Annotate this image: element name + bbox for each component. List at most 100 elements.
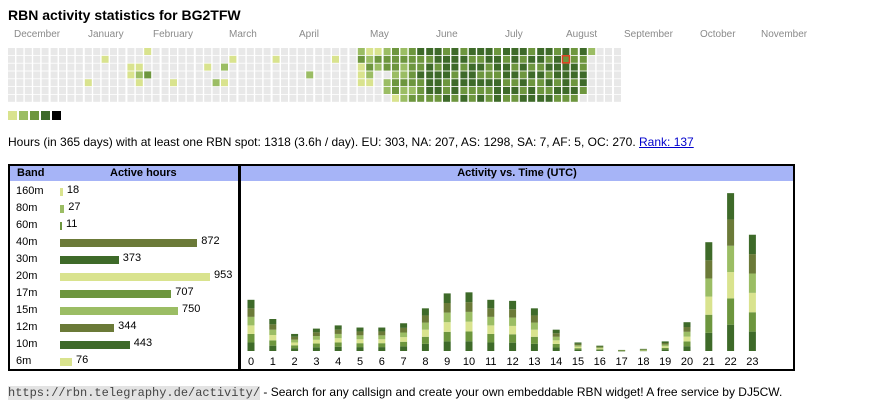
heatmap-cell xyxy=(93,79,101,87)
heatmap-cell xyxy=(349,55,357,63)
hour-tick-label: 1 xyxy=(270,356,276,368)
activity-bar xyxy=(574,345,582,347)
band-bar xyxy=(60,290,172,298)
activity-bar xyxy=(443,341,451,351)
heatmap-cell xyxy=(323,71,331,79)
heatmap-cell xyxy=(614,94,621,102)
activity-bar xyxy=(705,296,713,315)
heatmap-cell xyxy=(281,48,288,55)
heatmap-cell xyxy=(434,87,442,94)
band-hours: 953 xyxy=(214,269,233,281)
heatmap-cell xyxy=(170,79,177,87)
heatmap-cell xyxy=(537,71,545,79)
heatmap-cell xyxy=(494,71,501,79)
heatmap-cell xyxy=(281,71,288,79)
activity-bar xyxy=(378,347,386,351)
heatmap-cell xyxy=(605,71,612,79)
heatmap-cell xyxy=(50,71,58,79)
activity-bar xyxy=(705,260,713,279)
heatmap-cell xyxy=(494,48,501,55)
heatmap-cell xyxy=(297,71,305,79)
heatmap-cell xyxy=(186,79,194,87)
summary-text: Hours (in 365 days) with at least one RB… xyxy=(8,135,636,149)
heatmap-cell xyxy=(178,94,186,102)
activity-bar xyxy=(269,345,277,351)
heatmap-cell xyxy=(537,94,545,102)
heatmap-cell xyxy=(93,55,101,63)
heatmap-cell xyxy=(562,87,570,94)
heatmap-cell xyxy=(289,48,297,55)
heatmap-cell xyxy=(144,55,152,63)
heatmap-cell xyxy=(340,79,348,87)
heatmap-cell xyxy=(67,55,75,63)
heatmap-cell xyxy=(537,55,545,63)
heatmap-cell xyxy=(570,63,578,71)
activity-bar xyxy=(291,348,299,351)
heatmap-cell xyxy=(204,79,212,87)
band-bar xyxy=(60,188,63,196)
heatmap-cell xyxy=(281,94,288,102)
heatmap-cell xyxy=(562,79,570,87)
heatmap-cell xyxy=(170,71,177,79)
heatmap-cell xyxy=(204,48,212,55)
hour-tick-label: 17 xyxy=(615,356,627,368)
heatmap-cell xyxy=(417,63,425,71)
activity-bar xyxy=(509,325,517,335)
heatmap-cell xyxy=(443,71,450,79)
activity-bar xyxy=(334,329,342,334)
footer-url[interactable]: https://rbn.telegraphy.de/activity/ xyxy=(8,386,261,400)
heatmap-cell xyxy=(101,87,109,94)
heatmap-cell xyxy=(238,71,246,79)
heatmap-cell xyxy=(596,55,604,63)
activity-bar xyxy=(530,322,538,330)
heatmap-cell xyxy=(511,71,519,79)
heatmap-cell xyxy=(135,94,143,102)
heatmap-cell xyxy=(426,87,434,94)
heatmap-cell xyxy=(272,87,280,94)
heatmap-cell xyxy=(246,94,254,102)
heatmap-cell xyxy=(127,55,135,63)
band-name: 10m xyxy=(16,338,38,350)
activity-bar xyxy=(269,329,277,335)
activity-bar xyxy=(639,350,647,351)
activity-bar xyxy=(378,339,386,344)
heatmap-cell xyxy=(8,87,15,94)
heatmap-cell xyxy=(579,79,587,87)
heatmap-cell xyxy=(519,79,527,87)
activity-bar xyxy=(618,349,626,351)
band-name: 160m xyxy=(16,185,44,197)
heatmap-cell xyxy=(614,55,621,63)
band-row: 20m 953 xyxy=(10,268,238,285)
heatmap-cell xyxy=(443,79,450,87)
activity-heatmap xyxy=(8,48,621,102)
heatmap-cell xyxy=(93,48,101,55)
activity-bar xyxy=(683,327,691,332)
heatmap-cell xyxy=(383,63,391,71)
activity-bar xyxy=(530,336,538,344)
heatmap-cell xyxy=(263,71,271,79)
heatmap-cell xyxy=(152,55,160,63)
activity-bar xyxy=(487,299,495,309)
activity-bar xyxy=(727,324,735,351)
activity-bar xyxy=(705,278,713,297)
heatmap-cell xyxy=(229,48,237,55)
activity-bar xyxy=(269,319,277,325)
heatmap-cell xyxy=(323,94,331,102)
heatmap-cell xyxy=(408,94,416,102)
heatmap-cell xyxy=(570,48,578,55)
activity-bar xyxy=(530,315,538,323)
rank-link[interactable]: Rank: 137 xyxy=(639,135,694,149)
heatmap-cell xyxy=(212,87,220,94)
heatmap-cell xyxy=(460,79,468,87)
heatmap-cell xyxy=(170,48,177,55)
heatmap-cell xyxy=(255,71,263,79)
heatmap-cell xyxy=(297,94,305,102)
legend-swatch xyxy=(19,111,28,120)
activity-bar xyxy=(509,334,517,343)
heatmap-cell xyxy=(528,71,536,79)
activity-bar xyxy=(596,348,604,350)
heatmap-cell xyxy=(59,55,66,63)
heatmap-cell xyxy=(204,94,212,102)
heatmap-cell xyxy=(110,63,117,71)
heatmap-cell xyxy=(170,55,177,63)
